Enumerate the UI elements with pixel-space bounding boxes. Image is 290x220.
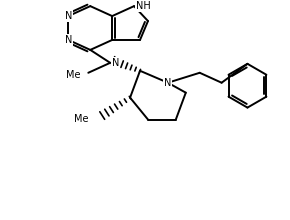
Text: N: N <box>112 58 119 68</box>
Text: Me: Me <box>66 70 80 80</box>
Text: N: N <box>65 35 72 45</box>
Text: Me: Me <box>74 114 88 124</box>
Text: NH: NH <box>136 1 151 11</box>
Text: N: N <box>65 11 72 21</box>
Text: N: N <box>164 78 172 88</box>
